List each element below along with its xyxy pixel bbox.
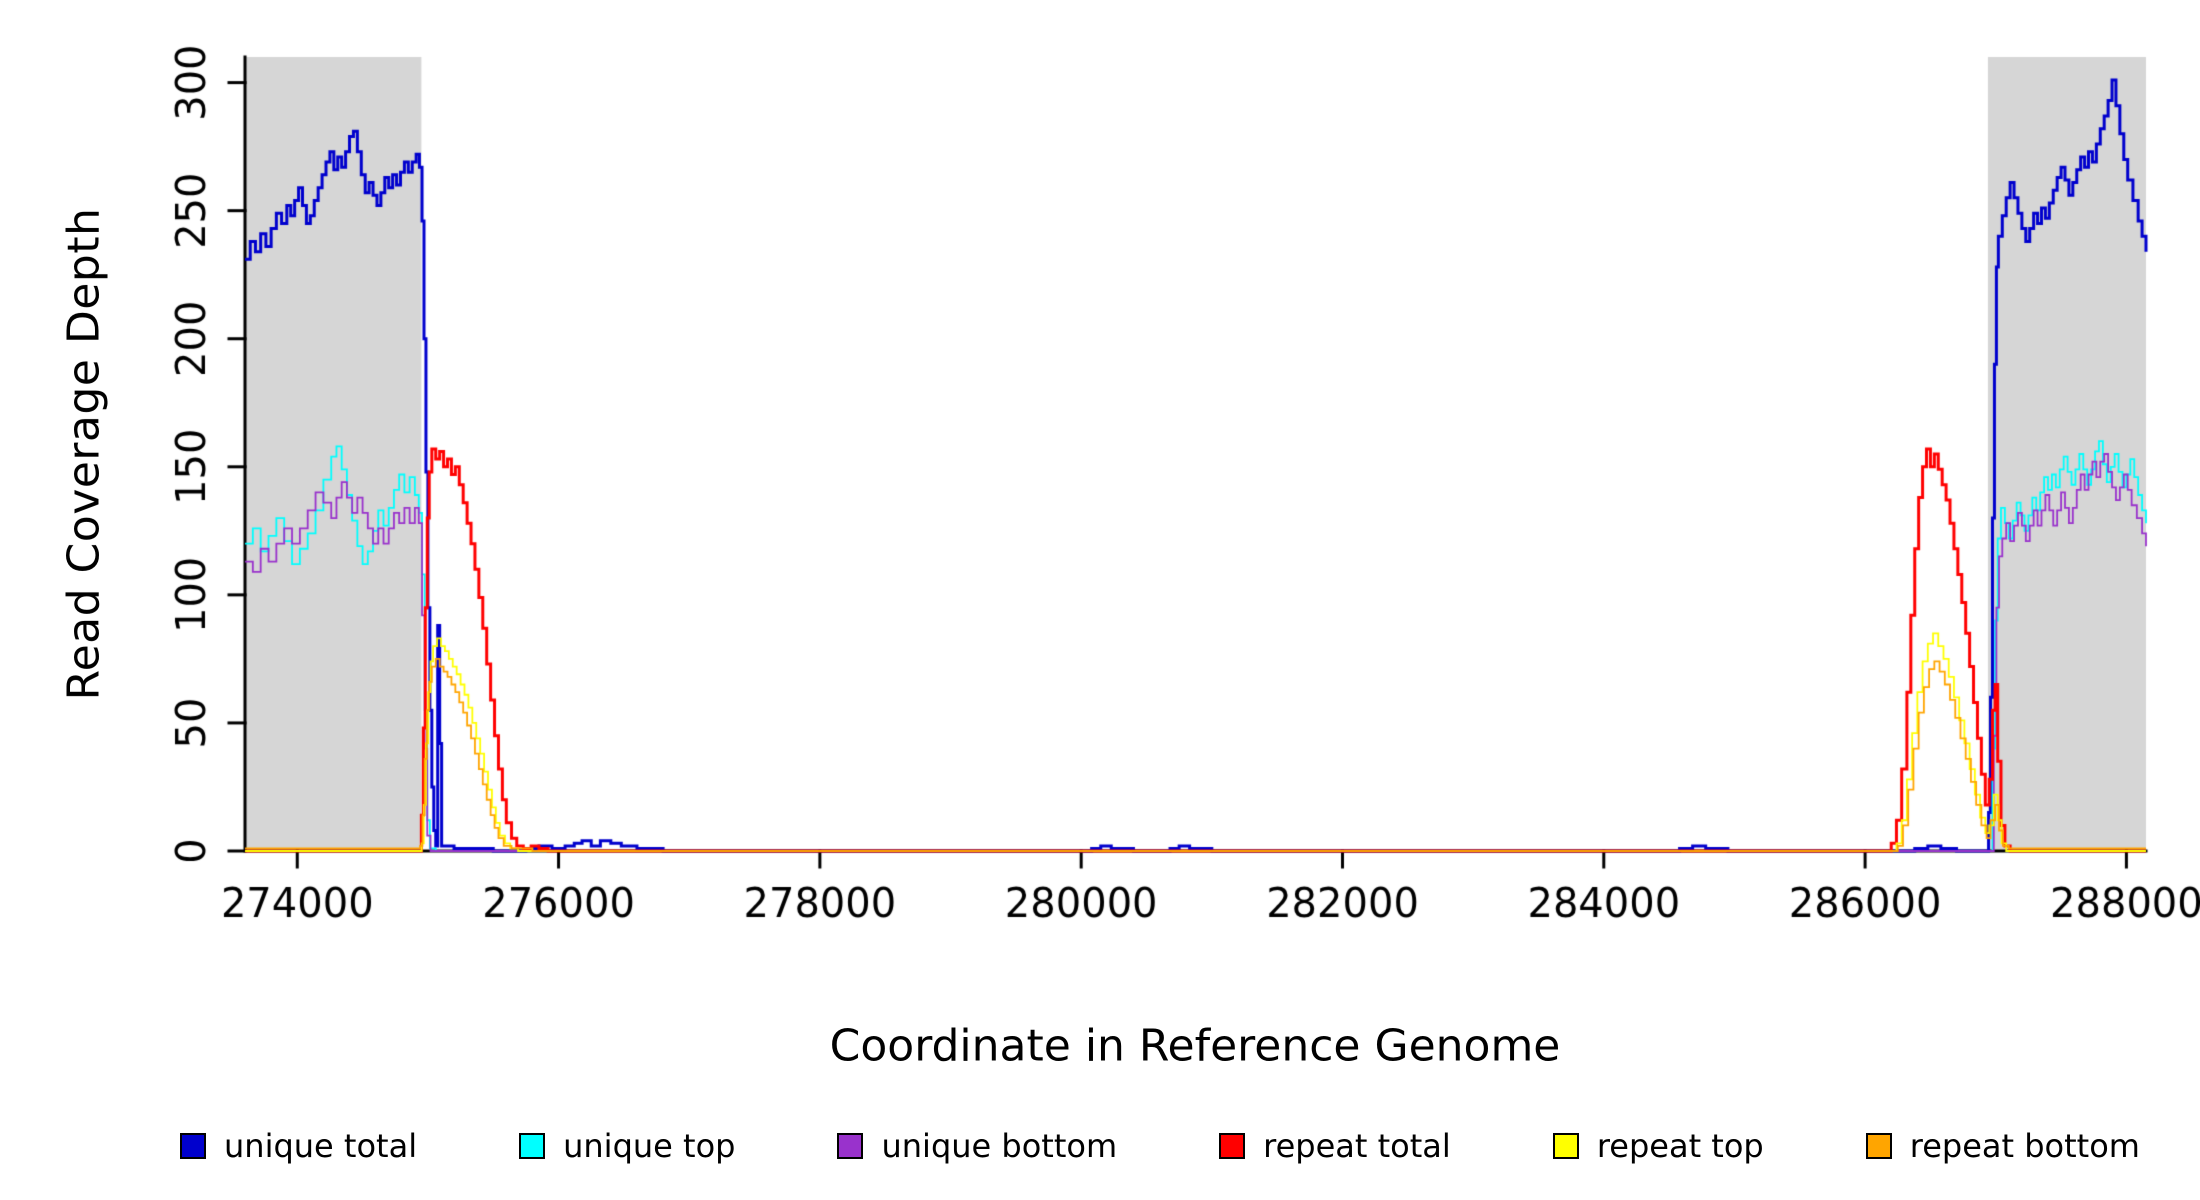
legend-label: unique bottom (881, 1127, 1118, 1165)
y-axis-title: Read Coverage Depth (58, 207, 110, 701)
legend-label: unique top (563, 1127, 736, 1165)
legend-swatch-icon (180, 1133, 206, 1159)
x-axis-title: Coordinate in Reference Genome (829, 1020, 1561, 1072)
legend-swatch-icon (1865, 1133, 1892, 1159)
legend-item-unique-top: unique top (519, 1127, 735, 1165)
legend-item-unique-total: unique total (180, 1127, 417, 1165)
legend-label: repeat bottom (1909, 1127, 2140, 1165)
legend-label: unique total (224, 1127, 418, 1165)
legend-swatch-icon (1552, 1133, 1579, 1159)
legend-item-repeat-bottom: repeat bottom (1865, 1127, 2140, 1165)
legend-label: repeat top (1596, 1127, 1764, 1165)
legend-item-unique-bottom: unique bottom (837, 1127, 1117, 1165)
legend-swatch-icon (1219, 1133, 1246, 1159)
legend-item-repeat-total: repeat total (1219, 1127, 1451, 1165)
legend-swatch-icon (837, 1133, 864, 1159)
legend-swatch-icon (519, 1133, 546, 1159)
legend: unique total unique top unique bottom repea… (180, 1112, 2140, 1180)
legend-item-repeat-top: repeat top (1552, 1127, 1764, 1165)
legend-label: repeat total (1263, 1127, 1451, 1165)
